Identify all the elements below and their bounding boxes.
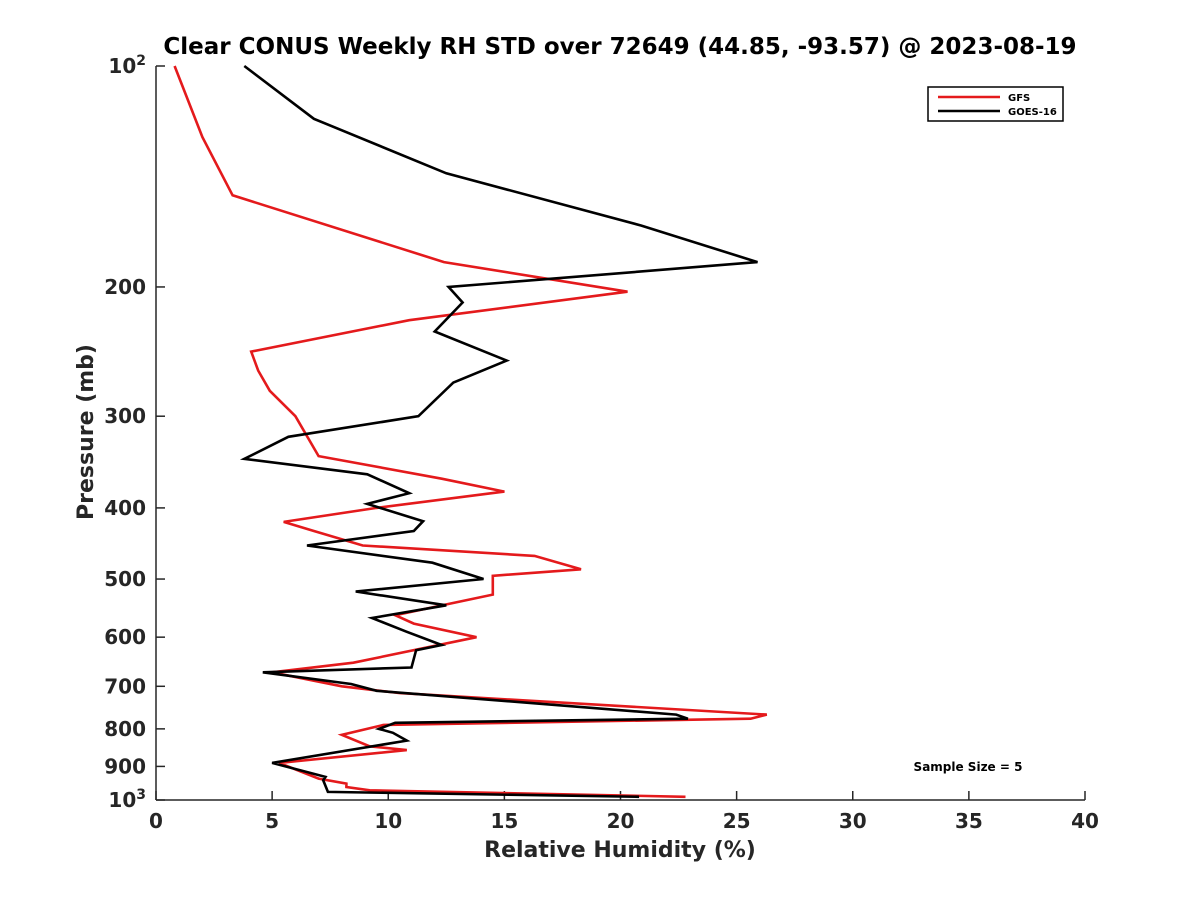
y-tick-label: 800 — [104, 717, 146, 741]
x-tick-label: 0 — [149, 809, 163, 833]
y-tick-label: 600 — [104, 625, 146, 649]
x-axis-title: Relative Humidity (%) — [484, 838, 756, 863]
x-tick-label: 5 — [265, 809, 279, 833]
y-tick-label: 900 — [104, 754, 146, 778]
legend-label: GOES-16 — [1008, 107, 1057, 118]
legend-box — [927, 86, 1064, 122]
legend-label: GFS — [1008, 93, 1030, 104]
y-tick-label: 103 — [108, 787, 146, 812]
y-axis-title: Pressure (mb) — [74, 344, 99, 520]
y-tick-label: 500 — [104, 567, 146, 591]
x-tick-label: 10 — [374, 809, 402, 833]
x-tick-label: 20 — [607, 809, 635, 833]
y-tick-label: 400 — [104, 496, 146, 520]
chart-title: Clear CONUS Weekly RH STD over 72649 (44… — [163, 34, 1076, 60]
sample-size-annotation: Sample Size = 5 — [914, 760, 1023, 774]
series-layer — [173, 64, 768, 799]
x-tick-label: 40 — [1071, 809, 1099, 833]
y-tick-label: 102 — [108, 53, 146, 78]
x-tick-label: 25 — [723, 809, 751, 833]
x-tick-label: 15 — [490, 809, 518, 833]
y-tick-label: 200 — [104, 275, 146, 299]
axes: 0 5 10 15 20 25 30 35 40 102 200 300 400 500 600 700 800… — [104, 53, 1099, 833]
x-tick-label: 35 — [955, 809, 983, 833]
y-tick-label: 700 — [104, 674, 146, 698]
y-tick-label: 300 — [104, 404, 146, 428]
series-line-gfs — [173, 65, 768, 799]
series-line-goes-16 — [239, 64, 758, 799]
legend: GFS GOES-16 — [927, 86, 1064, 122]
x-tick-label: 30 — [839, 809, 867, 833]
